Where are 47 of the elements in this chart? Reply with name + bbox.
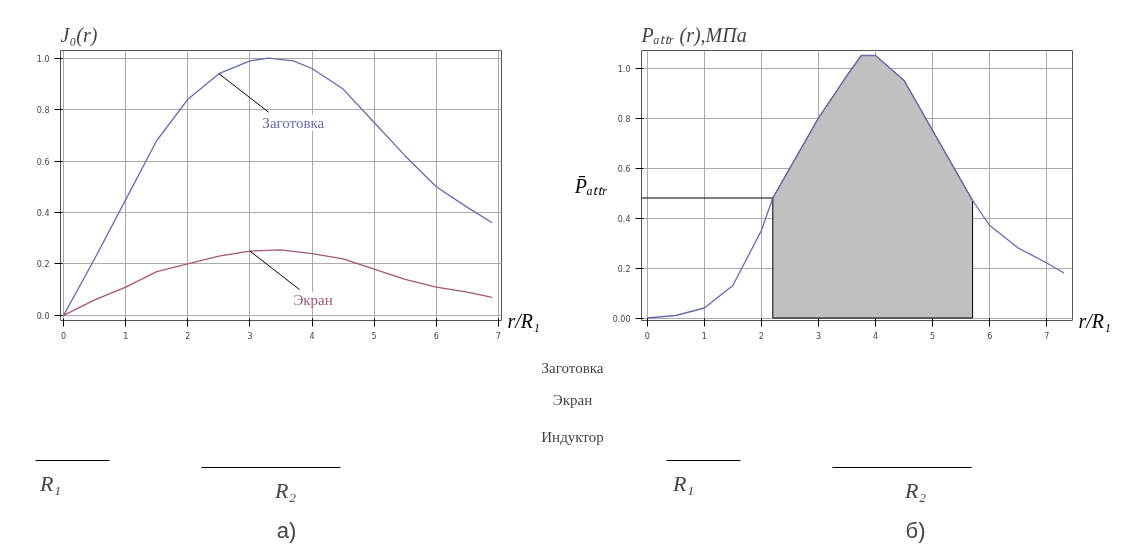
line-series — [62, 249, 493, 317]
x-tick-label: 1 — [701, 331, 707, 341]
text: Индуктор — [541, 428, 604, 445]
x-tick-label: 6 — [433, 331, 439, 341]
text: Экран — [552, 391, 593, 408]
text: Заготовка — [541, 359, 604, 376]
text: R₁ — [671, 471, 695, 496]
x-tick-label: 6 — [987, 331, 993, 341]
x-tick-label: 4 — [309, 331, 315, 341]
y-tick-label: 0.00 — [612, 314, 631, 324]
x-tick-label: 0 — [61, 331, 67, 341]
y-tick-label: 0.6 — [36, 157, 50, 167]
line-series — [646, 54, 1065, 319]
y-tick-label: 0.4 — [36, 209, 50, 218]
x-tick-label: 3 — [247, 331, 253, 341]
y-tick-label: 1.0 — [36, 54, 50, 64]
x-axis-title: r/R₁ — [1078, 309, 1112, 332]
y-tick-label: 0.6 — [617, 164, 631, 174]
y-tick-label: 1.0 — [617, 64, 631, 74]
y-tick-label: 0.8 — [36, 106, 50, 116]
ref-line-label: P̄ₐₜₜᵣ — [573, 174, 608, 197]
x-tick-label: 7 — [495, 331, 501, 341]
x-tick-label: 5 — [371, 331, 377, 341]
chart-title: Pₐₜₜᵣ (r),МПа — [640, 23, 747, 47]
x-tick-label: 2 — [758, 331, 764, 341]
chart-title: J₀(r) — [60, 23, 98, 47]
x-tick-label: 1 — [123, 331, 129, 341]
y-tick-label: 0.4 — [617, 214, 631, 224]
x-tick-label: 0 — [644, 331, 650, 341]
x-tick-label: 3 — [815, 331, 822, 341]
y-tick-label: 0.2 — [617, 264, 631, 274]
text: Экран — [293, 292, 333, 309]
text: а) — [276, 518, 297, 543]
text: б) — [905, 518, 926, 543]
x-tick-label: 2 — [185, 331, 191, 341]
text: R₂ — [903, 478, 927, 503]
y-tick-label: 0.0 — [36, 311, 50, 321]
x-tick-label: 5 — [930, 331, 936, 341]
x-axis-title: r/R₁ — [507, 309, 541, 332]
line-series — [62, 57, 493, 317]
x-tick-label: 7 — [1044, 331, 1050, 341]
text: R₂ — [273, 478, 297, 503]
x-tick-label: 4 — [873, 331, 879, 341]
y-tick-label: 0.8 — [617, 114, 631, 124]
text: Заготовка — [262, 114, 325, 131]
text: R₁ — [38, 471, 62, 496]
y-tick-label: 0.2 — [36, 260, 50, 270]
